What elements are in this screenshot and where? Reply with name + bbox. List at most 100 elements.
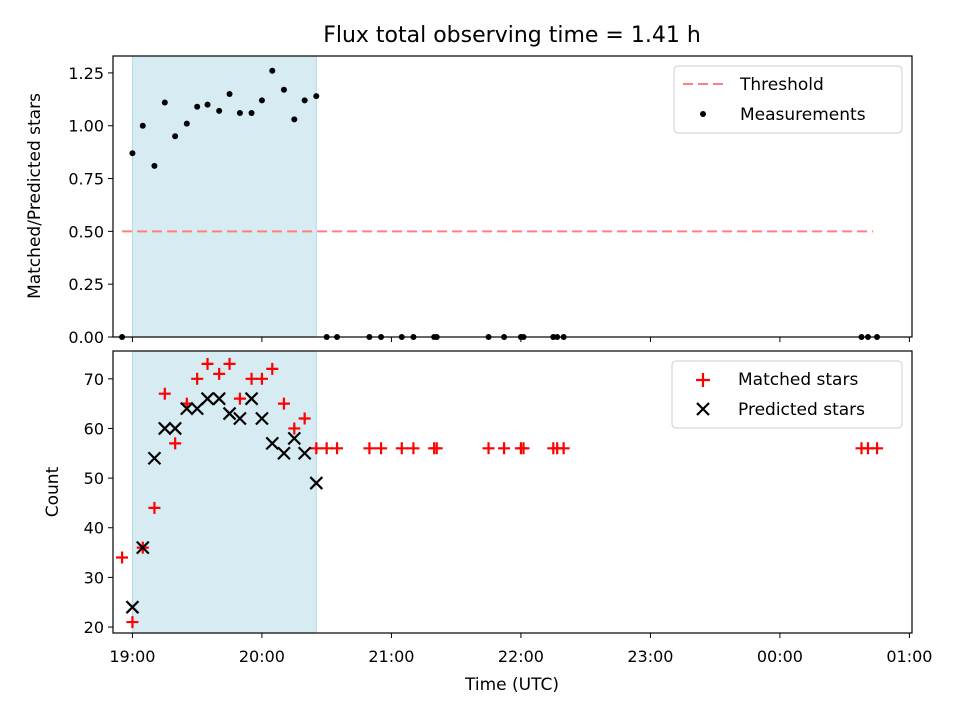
y-tick-label: 30 <box>84 568 104 587</box>
y-tick-label: 60 <box>84 419 104 438</box>
measurement-point <box>226 91 233 98</box>
legend-matched-label: Matched stars <box>738 370 858 390</box>
matched-point <box>310 442 323 455</box>
bottom-y-ticks: 20 30 40 50 60 70 <box>84 370 113 637</box>
matched-point <box>375 442 388 455</box>
measurement-point <box>216 107 223 114</box>
measurement-points <box>119 67 881 340</box>
measurement-point <box>183 120 190 127</box>
top-y-axis-label: Matched/Predicted stars <box>25 93 45 299</box>
legend-predicted-label: Predicted stars <box>738 400 865 420</box>
predicted-point <box>147 451 162 466</box>
predicted-point <box>255 411 269 426</box>
bottom-panel: 20 30 40 50 60 70 19:00 20:00 21:00 22:00 23:00 00… <box>43 350 932 695</box>
x-tick-label: 19:00 <box>109 647 155 666</box>
bottom-axes-frame <box>112 350 913 634</box>
matched-point <box>116 551 129 564</box>
measurement-point <box>204 101 211 108</box>
legend-matched-swatch <box>696 373 710 387</box>
x-tick-label: 00:00 <box>757 647 803 666</box>
measurement-point <box>280 86 287 93</box>
y-tick-label: 0.50 <box>68 222 104 241</box>
legend-predicted-swatch <box>696 402 710 416</box>
bottom-span <box>131 350 317 634</box>
bottom-legend: Matched stars Predicted stars <box>671 360 903 429</box>
y-tick-label: 50 <box>84 469 104 488</box>
x-axis-label: Time (UTC) <box>464 675 559 695</box>
predicted-point <box>222 406 237 421</box>
matched-point <box>298 412 311 425</box>
matched-point <box>517 442 530 455</box>
matched-point <box>498 442 511 455</box>
predicted-point <box>244 391 259 406</box>
matched-point <box>482 442 495 455</box>
y-tick-label: 0.75 <box>68 170 104 189</box>
matched-point <box>201 357 214 370</box>
matched-point <box>148 501 161 514</box>
matched-point <box>191 372 204 385</box>
bottom-x-ticks: 19:00 20:00 21:00 22:00 23:00 00:00 01:00 <box>109 633 932 666</box>
measurement-point <box>161 99 168 106</box>
predicted-point <box>265 436 280 451</box>
top-axes-frame <box>112 55 913 338</box>
legend-measurements-label: Measurements <box>740 105 866 125</box>
matched-point <box>277 397 290 410</box>
measurement-point <box>269 67 276 74</box>
measurement-point <box>236 110 243 117</box>
matched-point <box>320 442 333 455</box>
matched-point <box>266 362 279 375</box>
top-x-ticks <box>131 337 910 342</box>
measurement-point <box>129 150 136 157</box>
y-tick-label: 1.00 <box>68 117 104 136</box>
y-tick-label: 40 <box>84 519 104 538</box>
measurement-point <box>151 162 158 169</box>
measurement-point <box>258 97 265 104</box>
y-tick-label: 20 <box>84 618 104 637</box>
matched-point <box>158 387 171 400</box>
y-tick-label: 70 <box>84 370 104 389</box>
top-legend-box <box>673 65 903 134</box>
bottom-legend-box <box>671 360 903 429</box>
measurement-point <box>172 133 179 140</box>
top-y-ticks: 0.00 0.25 0.50 0.75 1.00 1.25 <box>68 64 113 347</box>
predicted-point <box>212 391 226 406</box>
y-tick-label: 0.00 <box>68 328 104 347</box>
matched-point <box>126 616 139 629</box>
predicted-point <box>200 391 215 406</box>
predicted-point <box>136 540 150 555</box>
measurement-point <box>301 97 308 104</box>
chart-title: Flux total observing time = 1.41 h <box>323 23 701 48</box>
matched-point <box>430 442 443 455</box>
matched-point <box>331 442 344 455</box>
top-span <box>131 55 317 338</box>
predicted-point <box>180 401 194 416</box>
predicted-point <box>297 446 312 461</box>
matched-point <box>223 357 236 370</box>
measurement-point <box>194 103 201 110</box>
x-tick-label: 01:00 <box>886 647 932 666</box>
predicted-point <box>277 446 291 461</box>
predicted-point <box>168 421 182 436</box>
predicted-point <box>190 401 204 416</box>
measurement-point <box>139 122 146 129</box>
y-tick-label: 1.25 <box>68 64 104 83</box>
matched-point <box>407 442 420 455</box>
matched-point <box>245 372 258 385</box>
matched-point <box>213 367 226 380</box>
legend-threshold-label: Threshold <box>739 75 824 95</box>
matched-point <box>255 372 268 385</box>
predicted-point <box>287 431 302 446</box>
matched-point <box>557 442 570 455</box>
bottom-y-axis-label: Count <box>43 466 63 517</box>
y-tick-label: 0.25 <box>68 275 104 294</box>
predicted-point <box>309 476 324 490</box>
x-tick-label: 21:00 <box>368 647 414 666</box>
predicted-point <box>125 600 140 614</box>
matched-point <box>233 392 246 405</box>
matched-point <box>169 437 182 450</box>
x-tick-label: 22:00 <box>498 647 544 666</box>
x-tick-label: 20:00 <box>239 647 285 666</box>
top-legend: Threshold Measurements <box>673 65 903 134</box>
matched-points <box>116 357 884 629</box>
